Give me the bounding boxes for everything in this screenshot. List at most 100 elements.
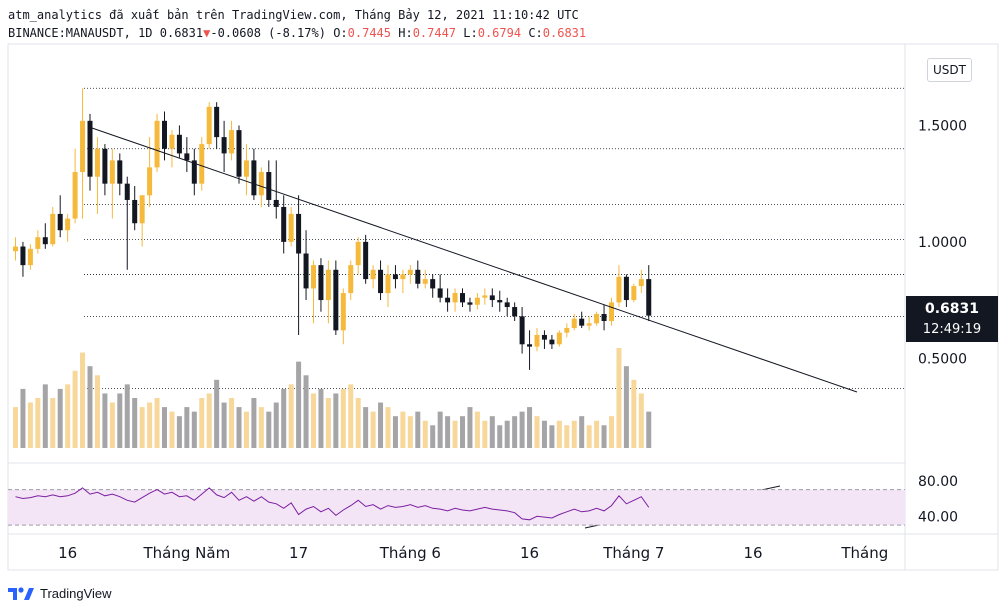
candle-body	[281, 206, 287, 242]
candle-body	[325, 269, 331, 301]
candle-body	[139, 195, 145, 224]
volume-bar	[221, 402, 227, 448]
volume-bar	[527, 407, 533, 448]
candle-body	[422, 279, 428, 284]
candle-body	[616, 276, 622, 303]
candle-body	[407, 269, 413, 275]
candle-body	[370, 269, 376, 280]
candle-body	[20, 246, 26, 266]
symbol-name[interactable]: BINANCE:MANAUSDT,	[8, 26, 131, 40]
candle-body	[147, 167, 153, 196]
candle-body	[534, 334, 540, 347]
rsi-indicator	[8, 487, 905, 526]
volume-bar	[460, 416, 465, 448]
candle-body	[385, 274, 391, 294]
candle-body	[609, 302, 614, 322]
ohlc-legend: BINANCE:MANAUSDT, 1D 0.6831▼-0.0608 (-8.…	[8, 24, 988, 42]
volume-bar	[571, 420, 577, 448]
volume-bar	[430, 425, 436, 448]
candle-body	[162, 120, 167, 149]
volume-bars	[13, 348, 652, 448]
trendlines[interactable]	[91, 127, 858, 529]
volume-bar	[564, 425, 570, 448]
footer[interactable]: TradingView	[8, 582, 112, 604]
candle-body	[512, 307, 518, 317]
volume-bar	[243, 411, 249, 448]
volume-bar	[206, 393, 212, 448]
volume-bar	[13, 407, 18, 448]
volume-bar	[94, 375, 100, 448]
price-tick-label: 1.5000	[918, 118, 967, 134]
volume-bar	[199, 398, 205, 448]
volume-bar	[407, 416, 413, 448]
price-trendline	[91, 127, 858, 393]
volume-bar	[191, 411, 197, 448]
volume-bar	[311, 393, 316, 448]
candle-body	[13, 246, 18, 252]
volume-bar	[467, 407, 473, 448]
candle-body	[288, 213, 294, 242]
volume-bar	[512, 416, 518, 448]
candle-body	[474, 297, 480, 305]
candle-body	[333, 269, 339, 331]
candle-body	[541, 334, 547, 340]
candle-body	[437, 288, 443, 298]
currency-button[interactable]: USDT	[927, 58, 972, 82]
volume-bar	[214, 379, 220, 448]
volume-bar	[623, 366, 629, 448]
brand-name: TradingView	[40, 585, 112, 601]
volume-bar	[236, 407, 242, 448]
interval-label[interactable]: 1D	[138, 26, 153, 40]
candle-body	[296, 213, 302, 254]
horizontal-levels	[84, 87, 905, 389]
last-price: 0.6831	[159, 26, 204, 40]
volume-bar	[497, 425, 503, 448]
candle-body	[638, 279, 644, 287]
candle-body	[504, 302, 510, 308]
volume-bar	[132, 398, 138, 448]
time-axis-ticks: 16 Tháng Năm 17 Tháng 6 16 Tháng 7 16 Tháng	[58, 544, 888, 562]
candle-body	[214, 106, 220, 138]
price-change-pct: (-8.17%)	[268, 26, 326, 40]
last-price-value: 0.6831	[924, 301, 980, 317]
candle-body	[65, 218, 71, 231]
price-change: -0.0608	[210, 26, 261, 40]
candle-body	[229, 130, 235, 154]
candle-body	[445, 297, 451, 303]
volume-bar	[579, 416, 585, 448]
volume-bar	[594, 420, 600, 448]
candle-body	[236, 130, 242, 177]
volume-bar	[638, 393, 644, 448]
volume-bar	[35, 398, 41, 448]
volume-bar	[184, 407, 190, 448]
volume-bar	[646, 411, 652, 448]
candle-body	[631, 286, 637, 301]
candle-body	[460, 293, 465, 303]
volume-bar	[482, 420, 488, 448]
candle-body	[348, 265, 354, 294]
time-tick-label: 17	[289, 544, 308, 562]
candle-body	[258, 172, 264, 196]
volume-bar	[378, 402, 384, 448]
rsi-band	[8, 489, 905, 526]
volume-bar	[162, 407, 167, 448]
candle-body	[199, 144, 205, 184]
volume-bar	[504, 420, 510, 448]
candle-body	[72, 172, 78, 219]
volume-bar	[370, 411, 376, 448]
volume-bar	[229, 398, 235, 448]
volume-bar	[57, 388, 63, 448]
candle-body	[497, 300, 503, 303]
candle-body	[221, 137, 227, 154]
volume-bar	[65, 384, 71, 448]
volume-bar	[318, 388, 324, 448]
volume-bar	[176, 416, 182, 448]
volume-bar	[288, 384, 294, 448]
volume-bar	[422, 420, 428, 448]
candle-body	[586, 323, 592, 326]
candle-body	[35, 237, 41, 249]
volume-bar	[541, 420, 547, 448]
volume-bar	[273, 402, 279, 448]
bar-countdown: 12:49:19	[922, 322, 982, 337]
